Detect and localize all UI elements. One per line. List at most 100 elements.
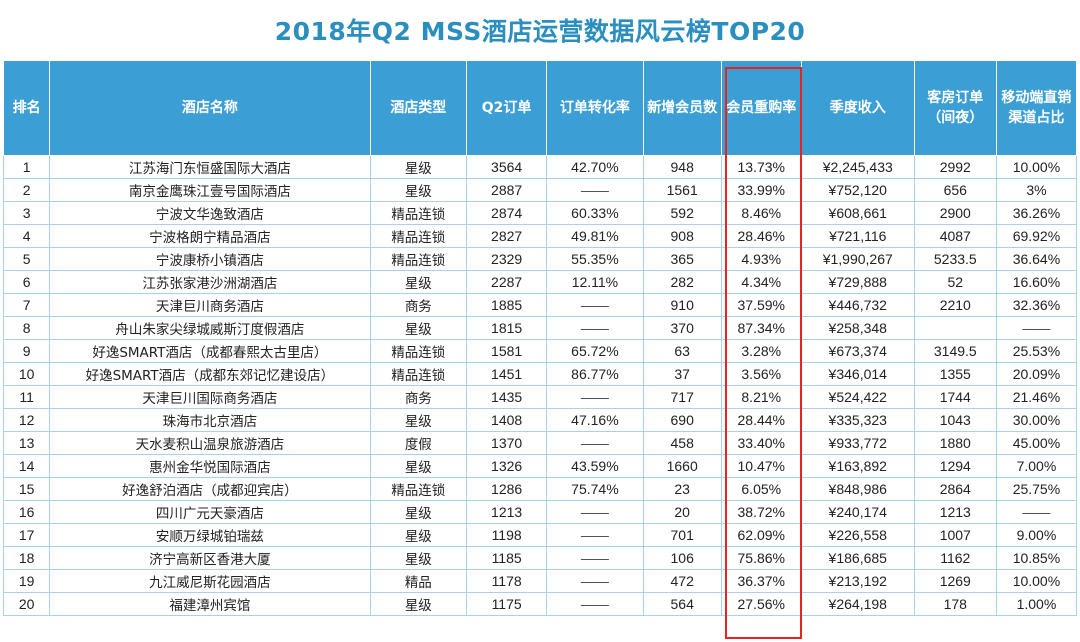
rank-cell: 18 (2, 546, 51, 570)
hotel-type-cell: 星级 (369, 155, 468, 179)
table-row: 10 好逸SMART酒店（成都东郊记忆建设店） 精品连锁 1451 86.77% 37 3.… (2, 362, 1078, 386)
table-row: 2 南京金鹰珠江壹号国际酒店 星级 2887 —— 1561 33.99% ¥752,120 6… (2, 178, 1078, 202)
room-nights-cell: 2900 (913, 201, 997, 225)
header-hotel-type: 酒店类型 (369, 60, 468, 156)
hotel-type-cell: 星级 (369, 546, 468, 570)
room-nights-cell: 1269 (913, 569, 997, 593)
revenue-cell: ¥240,174 (800, 500, 915, 524)
repurchase-rate-cell: 4.34% (720, 270, 802, 294)
hotel-type-cell: 星级 (369, 408, 468, 432)
table-row: 12 珠海市北京酒店 星级 1408 47.16% 690 28.44% ¥335,323 10… (2, 408, 1078, 432)
room-nights-cell: 1880 (913, 431, 997, 455)
rank-cell: 15 (2, 477, 51, 501)
hotel-type-cell: 精品连锁 (369, 224, 468, 248)
header-row: 排名 酒店名称 酒店类型 Q2订单 订单转化率 新增会员数 会员重购率 季度收入… (2, 60, 1078, 156)
room-nights-cell: 1043 (913, 408, 997, 432)
hotel-type-cell: 商务 (369, 293, 468, 317)
room-nights-cell: 1007 (913, 523, 997, 547)
q2-orders-cell: 1178 (466, 569, 548, 593)
conversion-rate-cell: —— (546, 385, 644, 409)
mobile-share-cell: 25.53% (995, 339, 1078, 363)
hotel-name-cell: 四川广元天豪酒店 (49, 500, 371, 524)
q2-orders-cell: 1185 (466, 546, 548, 570)
header-rank: 排名 (2, 60, 51, 156)
mobile-share-cell: 7.00% (995, 454, 1078, 478)
new-members-cell: 908 (642, 224, 722, 248)
repurchase-rate-cell: 4.93% (720, 247, 802, 271)
conversion-rate-cell: —— (546, 178, 644, 202)
new-members-cell: 23 (642, 477, 722, 501)
mobile-share-cell: 25.75% (995, 477, 1078, 501)
new-members-cell: 37 (642, 362, 722, 386)
conversion-rate-cell: —— (546, 523, 644, 547)
conversion-rate-cell: 65.72% (546, 339, 644, 363)
hotel-type-cell: 星级 (369, 270, 468, 294)
table-row: 9 好逸SMART酒店（成都春熙太古里店） 精品连锁 1581 65.72% 63 3.28… (2, 339, 1078, 363)
conversion-rate-cell: 12.11% (546, 270, 644, 294)
conversion-rate-cell: 86.77% (546, 362, 644, 386)
revenue-cell: ¥258,348 (800, 316, 915, 340)
hotel-type-cell: 精品连锁 (369, 201, 468, 225)
repurchase-rate-cell: 6.05% (720, 477, 802, 501)
revenue-cell: ¥335,323 (800, 408, 915, 432)
room-nights-cell: 178 (913, 592, 997, 616)
table-row: 14 惠州金华悦国际酒店 星级 1326 43.59% 1660 10.47% ¥163,89… (2, 454, 1078, 478)
mobile-share-cell: 10.00% (995, 155, 1078, 179)
q2-orders-cell: 1435 (466, 385, 548, 409)
rank-cell: 20 (2, 592, 51, 616)
new-members-cell: 564 (642, 592, 722, 616)
hotel-type-cell: 精品 (369, 569, 468, 593)
table-row: 16 四川广元天豪酒店 星级 1213 —— 20 38.72% ¥240,174 1213 —— (2, 500, 1078, 524)
q2-orders-cell: 2874 (466, 201, 548, 225)
hotel-type-cell: 星级 (369, 316, 468, 340)
hotel-name-cell: 天津巨川国际商务酒店 (49, 385, 371, 409)
q2-orders-cell: 2827 (466, 224, 548, 248)
mobile-share-cell: 32.36% (995, 293, 1078, 317)
q2-orders-cell: 1370 (466, 431, 548, 455)
repurchase-rate-cell: 8.46% (720, 201, 802, 225)
revenue-cell: ¥524,422 (800, 385, 915, 409)
q2-orders-cell: 1175 (466, 592, 548, 616)
rank-cell: 9 (2, 339, 51, 363)
repurchase-rate-cell: 10.47% (720, 454, 802, 478)
q2-orders-cell: 1408 (466, 408, 548, 432)
rank-cell: 10 (2, 362, 51, 386)
new-members-cell: 592 (642, 201, 722, 225)
mobile-share-cell: 3% (995, 178, 1078, 202)
repurchase-rate-cell: 75.86% (720, 546, 802, 570)
room-nights-cell: 3149.5 (913, 339, 997, 363)
rank-cell: 13 (2, 431, 51, 455)
rank-cell: 5 (2, 247, 51, 271)
hotel-name-cell: 好逸舒泊酒店（成都迎宾店） (49, 477, 371, 501)
hotel-type-cell: 度假 (369, 431, 468, 455)
hotel-name-cell: 安顺万绿城铂瑞兹 (49, 523, 371, 547)
rank-cell: 19 (2, 569, 51, 593)
repurchase-rate-cell: 28.44% (720, 408, 802, 432)
new-members-cell: 365 (642, 247, 722, 271)
new-members-cell: 458 (642, 431, 722, 455)
new-members-cell: 948 (642, 155, 722, 179)
revenue-cell: ¥346,014 (800, 362, 915, 386)
table-row: 6 江苏张家港沙洲湖酒店 星级 2287 12.11% 282 4.34% ¥729,888 5… (2, 270, 1078, 294)
header-repurchase-rate: 会员重购率 (720, 60, 802, 156)
conversion-rate-cell: 75.74% (546, 477, 644, 501)
table-row: 15 好逸舒泊酒店（成都迎宾店） 精品连锁 1286 75.74% 23 6.05% ¥848… (2, 477, 1078, 501)
table-row: 5 宁波康桥小镇酒店 精品连锁 2329 55.35% 365 4.93% ¥1,990,26… (2, 247, 1078, 271)
hotel-type-cell: 精品连锁 (369, 247, 468, 271)
conversion-rate-cell: —— (546, 569, 644, 593)
header-quarterly-revenue: 季度收入 (800, 60, 915, 156)
table-row: 4 宁波格朗宁精品酒店 精品连锁 2827 49.81% 908 28.46% ¥721,11… (2, 224, 1078, 248)
new-members-cell: 106 (642, 546, 722, 570)
repurchase-rate-cell: 13.73% (720, 155, 802, 179)
mobile-share-cell: —— (995, 500, 1078, 524)
new-members-cell: 910 (642, 293, 722, 317)
hotel-name-cell: 好逸SMART酒店（成都春熙太古里店） (49, 339, 371, 363)
repurchase-rate-cell: 3.28% (720, 339, 802, 363)
conversion-rate-cell: 42.70% (546, 155, 644, 179)
q2-orders-cell: 1885 (466, 293, 548, 317)
q2-orders-cell: 1326 (466, 454, 548, 478)
q2-orders-cell: 1815 (466, 316, 548, 340)
room-nights-cell (913, 316, 997, 340)
mobile-share-cell: 36.64% (995, 247, 1078, 271)
hotel-name-cell: 江苏海门东恒盛国际大酒店 (49, 155, 371, 179)
